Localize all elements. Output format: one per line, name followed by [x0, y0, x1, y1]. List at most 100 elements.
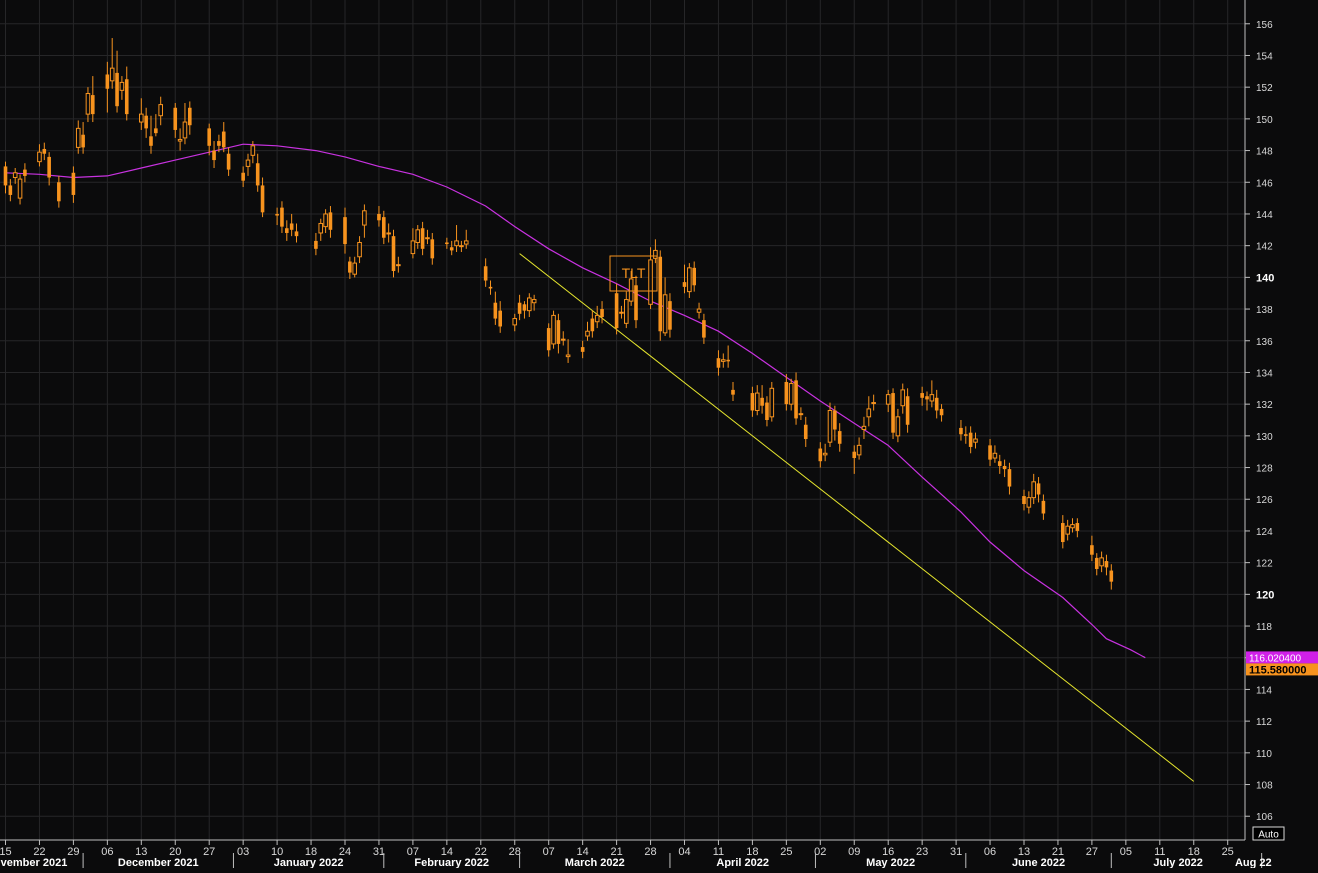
candle — [512, 313, 518, 332]
y-tick-label: 146 — [1256, 178, 1273, 189]
candle-body-up — [1070, 524, 1075, 529]
candle — [154, 114, 158, 137]
month-label: vember 2021 — [1, 857, 68, 868]
candle — [177, 128, 183, 151]
candle-body-up — [992, 452, 998, 459]
candle — [245, 153, 251, 176]
candle-body-down — [188, 107, 192, 126]
candle-body-up — [885, 394, 891, 405]
candle — [91, 76, 95, 123]
candle-body-up — [512, 318, 518, 326]
candle — [221, 122, 226, 153]
candle — [139, 98, 144, 130]
x-tick-label: 14 — [577, 846, 589, 858]
candle-body-down — [255, 163, 260, 186]
candle — [827, 402, 833, 447]
candle-body-down — [1061, 523, 1065, 543]
candle — [149, 115, 153, 154]
candle — [624, 291, 629, 329]
candle — [988, 439, 992, 466]
candle-body-down — [988, 445, 992, 460]
candle-body-down — [590, 318, 595, 332]
candle-body-down — [556, 320, 561, 344]
candle — [1065, 519, 1070, 541]
candle — [788, 378, 794, 411]
candle-body-up — [628, 278, 634, 302]
candle — [37, 144, 42, 167]
candle-body-down — [430, 239, 435, 259]
plot-area[interactable] — [3, 38, 1195, 782]
candle — [891, 388, 895, 440]
candle — [498, 301, 502, 333]
candle-body-down — [212, 150, 216, 161]
candle — [920, 386, 924, 406]
x-tick-label: 06 — [984, 846, 996, 858]
candle-body-up — [1099, 557, 1104, 567]
candle — [992, 445, 998, 463]
candle-body-down — [207, 128, 211, 146]
candle — [386, 223, 391, 243]
x-tick-label: 07 — [543, 846, 555, 858]
candle-body-down — [794, 380, 798, 419]
y-axis[interactable]: 1061081101121141161181201221241261281301… — [1244, 0, 1318, 840]
candle — [391, 229, 396, 278]
candle-body-down — [57, 182, 61, 202]
candle — [352, 256, 357, 278]
candle-body-down — [1104, 561, 1109, 568]
candle — [3, 161, 8, 194]
x-tick-label: 15 — [0, 846, 12, 858]
candle — [144, 107, 148, 138]
candle — [885, 389, 891, 413]
candle-body-up — [410, 240, 416, 255]
candle — [531, 294, 537, 311]
candle — [250, 141, 256, 164]
candle — [12, 168, 18, 184]
candle-body-up — [12, 172, 18, 179]
candle-body-up — [75, 127, 81, 148]
candle-body-down — [692, 267, 696, 286]
candle-body-up — [177, 138, 183, 142]
candle — [488, 280, 493, 295]
candle — [217, 134, 221, 153]
candle-body-up — [352, 262, 357, 275]
candle — [959, 420, 963, 441]
candle — [716, 350, 721, 376]
candle — [794, 372, 798, 425]
y-tick-label: 156 — [1256, 20, 1273, 31]
candle-body-down — [115, 72, 119, 107]
candle — [1031, 473, 1037, 504]
x-axis[interactable]: 15 22 29 06 13 20 27 03 10 18 24 31 07 14 22 28 07 14 21 28… — [0, 839, 1272, 869]
candle — [71, 166, 76, 203]
last-price-label: 115.580000 — [1249, 664, 1307, 676]
candle — [590, 310, 595, 338]
candle-body-down — [997, 461, 1002, 466]
candle-body-up — [619, 311, 624, 314]
candle-body-down — [498, 310, 502, 327]
candle-body-up — [585, 330, 590, 337]
candle — [115, 50, 119, 113]
candle — [454, 225, 459, 252]
candle — [648, 247, 653, 310]
candle-body-up — [454, 240, 459, 247]
candle — [968, 426, 973, 454]
candle-body-down — [280, 207, 284, 227]
candle-body-down — [668, 301, 672, 330]
candle-body-down — [377, 213, 381, 221]
trendline[interactable] — [519, 253, 1195, 782]
candle — [280, 201, 284, 233]
candle-body-up — [648, 259, 653, 305]
candle-body-up — [662, 294, 668, 334]
candle-body-down — [47, 156, 51, 178]
candle-body-up — [1065, 525, 1070, 535]
x-tick-label: 07 — [407, 846, 419, 858]
candle-body-up — [900, 389, 906, 407]
y-tick-label: 144 — [1256, 210, 1273, 221]
candle — [362, 204, 367, 238]
x-tick-label: 09 — [848, 846, 860, 858]
scale-mode-button[interactable]: Auto — [1252, 826, 1285, 841]
candle-body-up — [624, 299, 629, 324]
month-label: March 2022 — [565, 857, 625, 868]
candle-body-down — [614, 293, 619, 329]
